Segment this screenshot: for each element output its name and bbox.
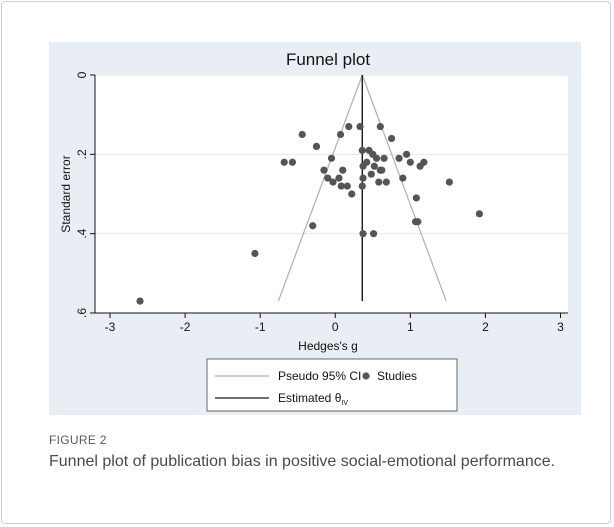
study-point: [372, 154, 381, 162]
study-point: [380, 154, 388, 162]
legend-box: [206, 358, 458, 412]
study-point: [312, 142, 321, 150]
legend: Pseudo 95% CI Studies Estimated θIV: [206, 358, 458, 412]
y-axis-label: Standard error: [59, 155, 73, 232]
study-point: [376, 122, 384, 131]
study-point: [412, 194, 420, 202]
study-point: [327, 154, 336, 162]
ci-line-left: [277, 74, 363, 302]
study-point: [375, 178, 383, 186]
study-point: [370, 162, 378, 170]
study-point: [367, 170, 375, 178]
study-point: [324, 174, 332, 182]
x-tick-label: 3: [557, 320, 564, 334]
study-point: [336, 130, 345, 139]
study-point: [399, 174, 407, 182]
study-point: [251, 249, 259, 258]
study-point: [348, 190, 356, 198]
chart-panel: Funnel plot -3 -2 -1 0 1 2 3 0 .2 .4 .6 Hedges's g…: [49, 42, 581, 415]
legend-studies-label: Studies: [377, 369, 417, 383]
study-point: [337, 182, 345, 190]
x-axis-label: Hedges's g: [298, 339, 358, 353]
x-tick-label: -1: [255, 320, 266, 334]
study-point: [475, 210, 484, 218]
figure-label: FIGURE 2: [49, 433, 107, 447]
study-point: [358, 182, 366, 190]
figure-caption: Funnel plot of publication bias in posit…: [49, 453, 556, 470]
study-point: [358, 146, 366, 154]
study-point: [445, 178, 453, 186]
study-point: [387, 134, 396, 143]
x-tick-label: -2: [180, 320, 191, 334]
axes: -3 -2 -1 0 1 2 3 0 .2 .4 .6: [75, 71, 568, 334]
x-tick-label: 1: [407, 320, 414, 334]
study-point: [395, 154, 403, 162]
x-tick-label: 0: [332, 320, 339, 334]
study-point: [335, 174, 343, 182]
study-point: [280, 158, 288, 166]
study-point: [369, 230, 378, 238]
study-point: [416, 162, 424, 170]
legend-estimate-subscript: IV: [341, 400, 348, 407]
study-points: [136, 122, 484, 305]
funnel-plot: Funnel plot -3 -2 -1 0 1 2 3 0 .2 .4 .6 Hedges's g…: [59, 50, 568, 412]
legend-studies-marker: [362, 372, 370, 380]
plot-area: [95, 75, 568, 313]
ci-line-right: [361, 74, 447, 302]
study-point: [359, 174, 367, 182]
study-point: [136, 297, 144, 305]
study-point: [343, 182, 351, 190]
study-point: [382, 178, 390, 186]
study-point: [339, 166, 347, 174]
study-point: [320, 166, 328, 174]
study-point: [288, 158, 297, 166]
legend-ci-label: Pseudo 95% CI: [278, 369, 361, 383]
study-point: [345, 122, 353, 131]
study-point: [356, 122, 364, 131]
x-tick-label: 2: [482, 320, 489, 334]
study-point: [411, 218, 420, 226]
x-tick-label: -3: [105, 320, 116, 334]
y-tick-label: 0: [75, 71, 89, 78]
chart-title: Funnel plot: [286, 50, 370, 69]
legend-estimate-text: Estimated θ: [278, 391, 342, 405]
y-tick-label: .4: [75, 228, 89, 238]
study-point: [309, 222, 317, 230]
y-tick-label: .6: [75, 308, 89, 318]
study-point: [359, 230, 367, 238]
study-point: [359, 162, 367, 170]
study-point: [378, 166, 386, 174]
study-point: [406, 158, 414, 166]
y-tick-label: .2: [75, 149, 89, 159]
legend-estimate-label: Estimated θIV: [278, 391, 348, 407]
study-point: [402, 150, 411, 158]
study-point: [329, 178, 337, 186]
study-point: [298, 130, 306, 139]
